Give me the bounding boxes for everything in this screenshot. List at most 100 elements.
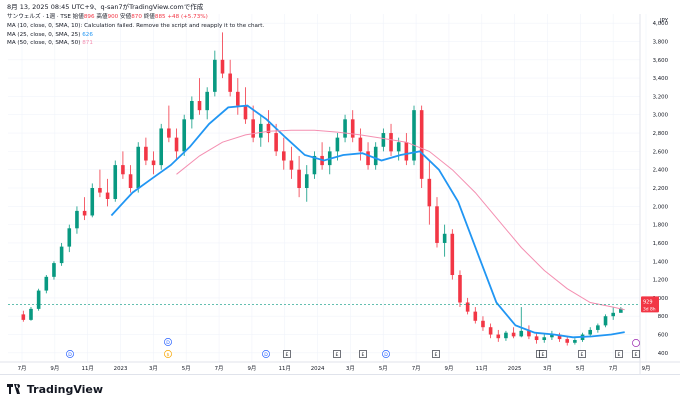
earnings-marker [539,350,547,358]
dividend-marker [262,350,270,358]
indicator-ma10[interactable]: MA (10, close, 0, SMA, 10): Calculation … [7,22,265,29]
candle-body [396,142,401,152]
candle-body [350,119,355,138]
symbol-line: サンウェルズ · 1週 · TSE 始値896 高値900 安値870 終値88… [7,14,208,20]
time-tick-label: 7月 [609,365,618,372]
candle-body [404,142,409,161]
candle-body [427,178,432,207]
candle-body [381,133,386,147]
candle-body [213,59,217,92]
ma-line [176,129,625,311]
tradingview-logo[interactable]: TradingView [7,383,103,396]
candle-body [90,188,95,216]
candle-body [565,339,570,343]
event-marker-label: E [336,352,339,358]
candle-body [105,192,110,199]
ma-line [110,104,625,339]
candle-body [289,160,294,170]
price-tick-label: 800 [658,314,669,320]
price-tick-label: 3,000 [653,113,669,119]
candle-body [36,290,41,309]
candle-body [151,160,156,166]
candle-body [358,137,363,152]
close-value: 885 [154,14,166,20]
price-tick-label: 1,800 [653,223,669,229]
low-value: 870 [131,14,142,20]
candle-body [82,210,87,216]
symbol-name[interactable]: サンウェルズ · 1週 · TSE [7,14,71,20]
candle-body [220,59,225,74]
candle-body [52,263,56,277]
event-marker-label: $ [167,352,170,358]
candle-body [588,329,593,335]
candle-body [75,210,79,229]
candle-body [442,233,447,243]
indicator-ma50[interactable]: MA (50, close, 0, SMA, 50) 871 [7,40,93,47]
price-tick-label: 600 [658,333,669,339]
currency-label: JPY [659,18,669,24]
candle-body [67,228,72,247]
time-tick-label: 7月 [412,365,421,372]
candle-body [412,110,416,161]
event-marker-label: D [166,340,170,346]
high-value: 900 [107,14,119,20]
time-tick-label: 11月 [476,365,488,372]
candle-body [343,119,347,138]
candle-body [190,101,194,120]
candle-body [174,137,179,152]
open-value: 896 [83,14,95,20]
candle-body [603,316,608,326]
footer: TradingView [0,374,680,402]
candle-body [243,105,248,120]
time-tick-label: 7月 [18,365,27,372]
candle-body [44,276,49,291]
earnings-marker [359,350,367,358]
split-marker [164,350,172,358]
dividend-marker [66,350,74,358]
candle-body [304,174,309,188]
candle-body [373,146,378,166]
candle-body [389,133,393,152]
change-value: +48 (+5.73%) [167,14,208,20]
candle-body [473,311,478,321]
price-tick-label: 3,400 [653,76,669,82]
candle-body [534,336,539,341]
time-tick-label: 2025 [508,366,522,372]
candle-body [596,325,600,330]
time-tick-label: 5月 [182,365,191,372]
indicator-ma25[interactable]: MA (25, close, 0, SMA, 25) 626 [7,31,93,38]
price-tick-label: 3,800 [653,39,669,45]
price-tick-label: 1,600 [653,241,669,247]
price-tick-label: 2,600 [653,149,669,155]
time-tick-label: 9月 [247,365,256,372]
candle-body [182,119,186,152]
candle-body [266,123,271,134]
time-tick-label: 5月 [576,365,585,372]
candle-body [205,91,209,111]
candle-body [128,174,133,188]
candle-body [251,119,255,138]
candle-body [573,340,577,343]
time-tick-label: 3月 [149,365,158,372]
time-tick-label: 3月 [543,365,552,372]
candle-body [450,233,455,275]
candle-body [29,308,33,320]
last-price-label: 929 [643,299,653,305]
earnings-marker [632,350,640,358]
price-tick-label: 2,200 [653,186,669,192]
candle-body [259,123,263,138]
candle-body [619,308,623,313]
grid [8,14,647,362]
candle-body [136,146,141,188]
earnings-marker [615,350,623,358]
time-tick-label: 11月 [279,365,291,372]
candle-body [504,332,508,339]
chart-header: 8月 13, 2025 08:45 UTC+9、q-san7がTradingVi… [0,0,680,14]
candle-body [144,146,148,161]
candle-body [121,165,125,175]
candle-body [527,330,531,337]
candle-body [481,320,485,328]
event-marker-label: D [68,352,72,358]
